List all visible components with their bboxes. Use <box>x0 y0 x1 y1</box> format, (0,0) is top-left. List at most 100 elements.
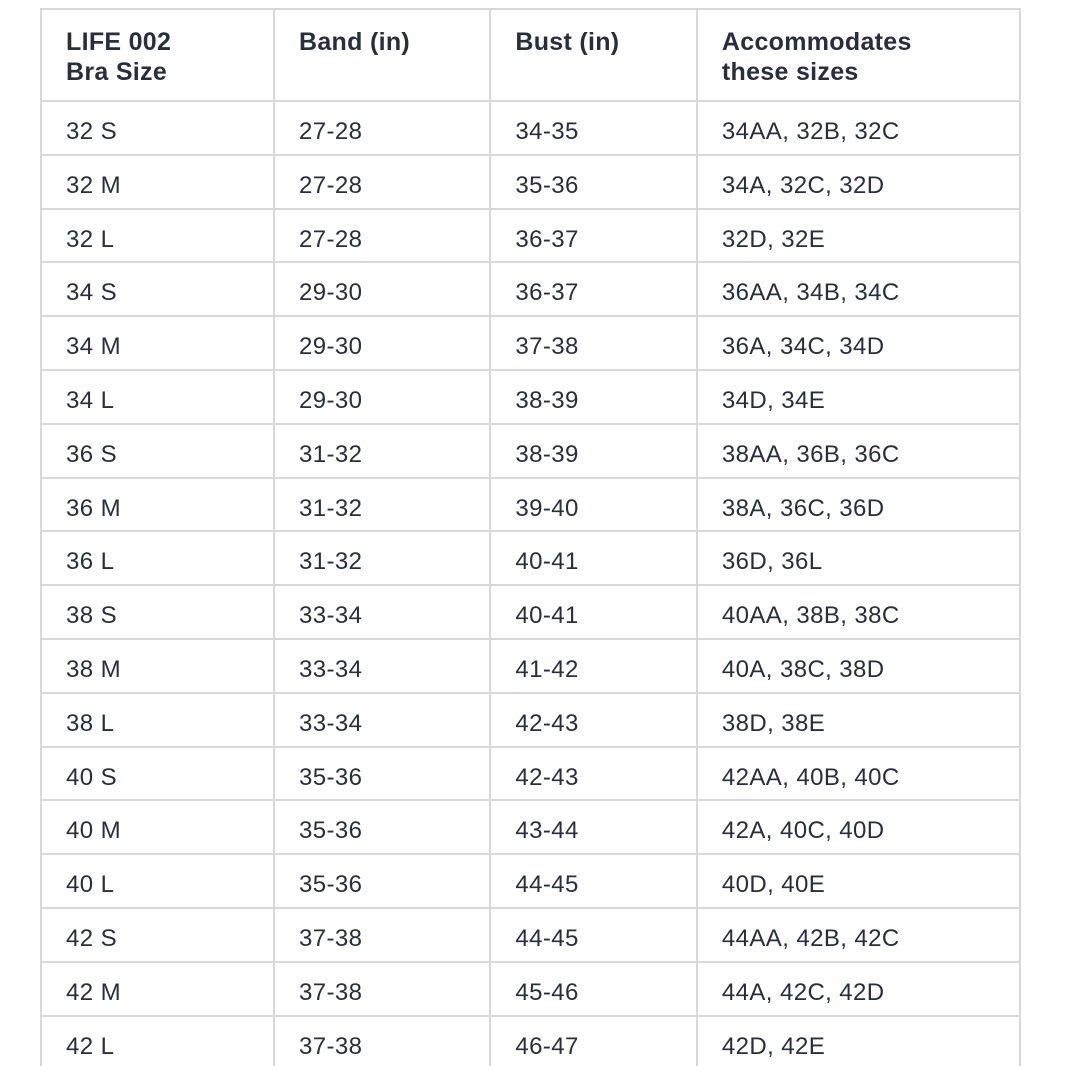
cell-bust-in: 34-35 <box>489 100 698 156</box>
cell-band-in: 33-34 <box>272 584 492 640</box>
col-header-accommodates: Accommodates these sizes <box>695 8 1022 102</box>
cell-band-in: 35-36 <box>272 745 492 802</box>
cell-bra-size: 40 S <box>40 745 275 802</box>
table-body: 32 S 27-28 34-35 34AA, 32B, 32C 32 M 27-28 35-… <box>40 100 1022 1066</box>
cell-accommodates: 42AA, 40B, 40C <box>695 745 1022 802</box>
cell-bust-in: 42-43 <box>489 691 698 748</box>
table-row: 36 M 31-32 39-40 38A, 36C, 36D <box>40 476 1022 533</box>
cell-band-in: 35-36 <box>272 799 492 856</box>
cell-band-in: 37-38 <box>272 960 492 1017</box>
cell-accommodates: 36D, 36L <box>695 530 1022 587</box>
table-row: 34 M 29-30 37-38 36A, 34C, 34D <box>40 315 1022 371</box>
cell-bra-size: 34 S <box>40 261 275 318</box>
cell-band-in: 29-30 <box>272 315 492 371</box>
cell-bra-size: 42 M <box>40 960 275 1017</box>
table-header: LIFE 002 Bra Size Band (in) Bust (in) Accomm… <box>40 8 1022 102</box>
cell-band-in: 29-30 <box>272 261 492 318</box>
cell-band-in: 33-34 <box>272 691 492 748</box>
col-header-band-in: Band (in) <box>272 8 492 102</box>
cell-band-in: 31-32 <box>272 422 492 479</box>
header-label-line: Bra Size <box>66 58 168 86</box>
cell-bust-in: 45-46 <box>489 960 698 1017</box>
cell-bust-in: 36-37 <box>489 207 698 264</box>
cell-band-in: 27-28 <box>272 207 492 264</box>
cell-band-in: 27-28 <box>272 100 492 156</box>
table-row: 40 S 35-36 42-43 42AA, 40B, 40C <box>40 745 1022 802</box>
cell-bra-size: 42 L <box>40 1014 275 1066</box>
cell-bust-in: 39-40 <box>489 476 698 533</box>
cell-accommodates: 40AA, 38B, 38C <box>695 584 1022 640</box>
cell-bra-size: 36 L <box>40 530 275 587</box>
cell-accommodates: 34D, 34E <box>695 368 1022 425</box>
cell-bust-in: 40-41 <box>489 584 698 640</box>
cell-bra-size: 34 L <box>40 368 275 425</box>
cell-bust-in: 40-41 <box>489 530 698 587</box>
size-chart-table: LIFE 002 Bra Size Band (in) Bust (in) Accomm… <box>40 8 1022 1066</box>
header-label-line: these sizes <box>721 58 859 86</box>
cell-accommodates: 36AA, 34B, 34C <box>695 261 1022 318</box>
cell-bust-in: 35-36 <box>489 153 698 210</box>
header-row: LIFE 002 Bra Size Band (in) Bust (in) Accomm… <box>40 8 1022 102</box>
cell-band-in: 27-28 <box>272 153 492 210</box>
cell-band-in: 35-36 <box>272 853 492 909</box>
cell-bust-in: 44-45 <box>489 853 698 909</box>
cell-accommodates: 42A, 40C, 40D <box>695 799 1022 856</box>
table-row: 34 S 29-30 36-37 36AA, 34B, 34C <box>40 261 1022 318</box>
table-row: 38 L 33-34 42-43 38D, 38E <box>40 691 1022 748</box>
table-row: 42 L 37-38 46-47 42D, 42E <box>40 1014 1022 1066</box>
table-row: 32 L 27-28 36-37 32D, 32E <box>40 207 1022 264</box>
cell-bra-size: 38 S <box>40 584 275 640</box>
cell-accommodates: 36A, 34C, 34D <box>695 315 1022 371</box>
cell-bra-size: 36 S <box>40 422 275 479</box>
header-label-line: LIFE 002 <box>66 28 172 56</box>
header-label-line: Bust (in) <box>515 28 620 56</box>
cell-band-in: 37-38 <box>272 1014 492 1066</box>
table-row: 42 S 37-38 44-45 44AA, 42B, 42C <box>40 906 1022 963</box>
cell-bust-in: 43-44 <box>489 799 698 856</box>
table-row: 38 M 33-34 41-42 40A, 38C, 38D <box>40 637 1022 694</box>
cell-bust-in: 38-39 <box>489 368 698 425</box>
cell-bra-size: 42 S <box>40 906 275 963</box>
cell-bra-size: 38 M <box>40 637 275 694</box>
table-row: 36 S 31-32 38-39 38AA, 36B, 36C <box>40 422 1022 479</box>
cell-bra-size: 40 L <box>40 853 275 909</box>
header-label-line: Band (in) <box>299 28 411 56</box>
table-row: 32 M 27-28 35-36 34A, 32C, 32D <box>40 153 1022 210</box>
table-row: 32 S 27-28 34-35 34AA, 32B, 32C <box>40 100 1022 156</box>
table-row: 38 S 33-34 40-41 40AA, 38B, 38C <box>40 584 1022 640</box>
cell-bust-in: 37-38 <box>489 315 698 371</box>
cell-band-in: 37-38 <box>272 906 492 963</box>
table-row: 40 M 35-36 43-44 42A, 40C, 40D <box>40 799 1022 856</box>
cell-accommodates: 42D, 42E <box>695 1014 1022 1066</box>
cell-accommodates: 38AA, 36B, 36C <box>695 422 1022 479</box>
cell-band-in: 31-32 <box>272 476 492 533</box>
cell-accommodates: 44A, 42C, 42D <box>695 960 1022 1017</box>
cell-bust-in: 42-43 <box>489 745 698 802</box>
col-header-bust-in: Bust (in) <box>489 8 698 102</box>
cell-bra-size: 36 M <box>40 476 275 533</box>
cell-accommodates: 40D, 40E <box>695 853 1022 909</box>
table-row: 36 L 31-32 40-41 36D, 36L <box>40 530 1022 587</box>
cell-bust-in: 36-37 <box>489 261 698 318</box>
cell-bust-in: 38-39 <box>489 422 698 479</box>
cell-accommodates: 44AA, 42B, 42C <box>695 906 1022 963</box>
cell-band-in: 31-32 <box>272 530 492 587</box>
cell-band-in: 29-30 <box>272 368 492 425</box>
cell-bra-size: 34 M <box>40 315 275 371</box>
cell-bra-size: 40 M <box>40 799 275 856</box>
cell-accommodates: 38A, 36C, 36D <box>695 476 1022 533</box>
table-row: 34 L 29-30 38-39 34D, 34E <box>40 368 1022 425</box>
cell-bra-size: 32 M <box>40 153 275 210</box>
table-row: 40 L 35-36 44-45 40D, 40E <box>40 853 1022 909</box>
cell-bust-in: 44-45 <box>489 906 698 963</box>
cell-accommodates: 38D, 38E <box>695 691 1022 748</box>
cell-accommodates: 32D, 32E <box>695 207 1022 264</box>
cell-bra-size: 32 L <box>40 207 275 264</box>
cell-bust-in: 46-47 <box>489 1014 698 1066</box>
cell-accommodates: 40A, 38C, 38D <box>695 637 1022 694</box>
cell-band-in: 33-34 <box>272 637 492 694</box>
cell-bra-size: 32 S <box>40 100 275 156</box>
col-header-bra-size: LIFE 002 Bra Size <box>40 8 275 102</box>
cell-bust-in: 41-42 <box>489 637 698 694</box>
